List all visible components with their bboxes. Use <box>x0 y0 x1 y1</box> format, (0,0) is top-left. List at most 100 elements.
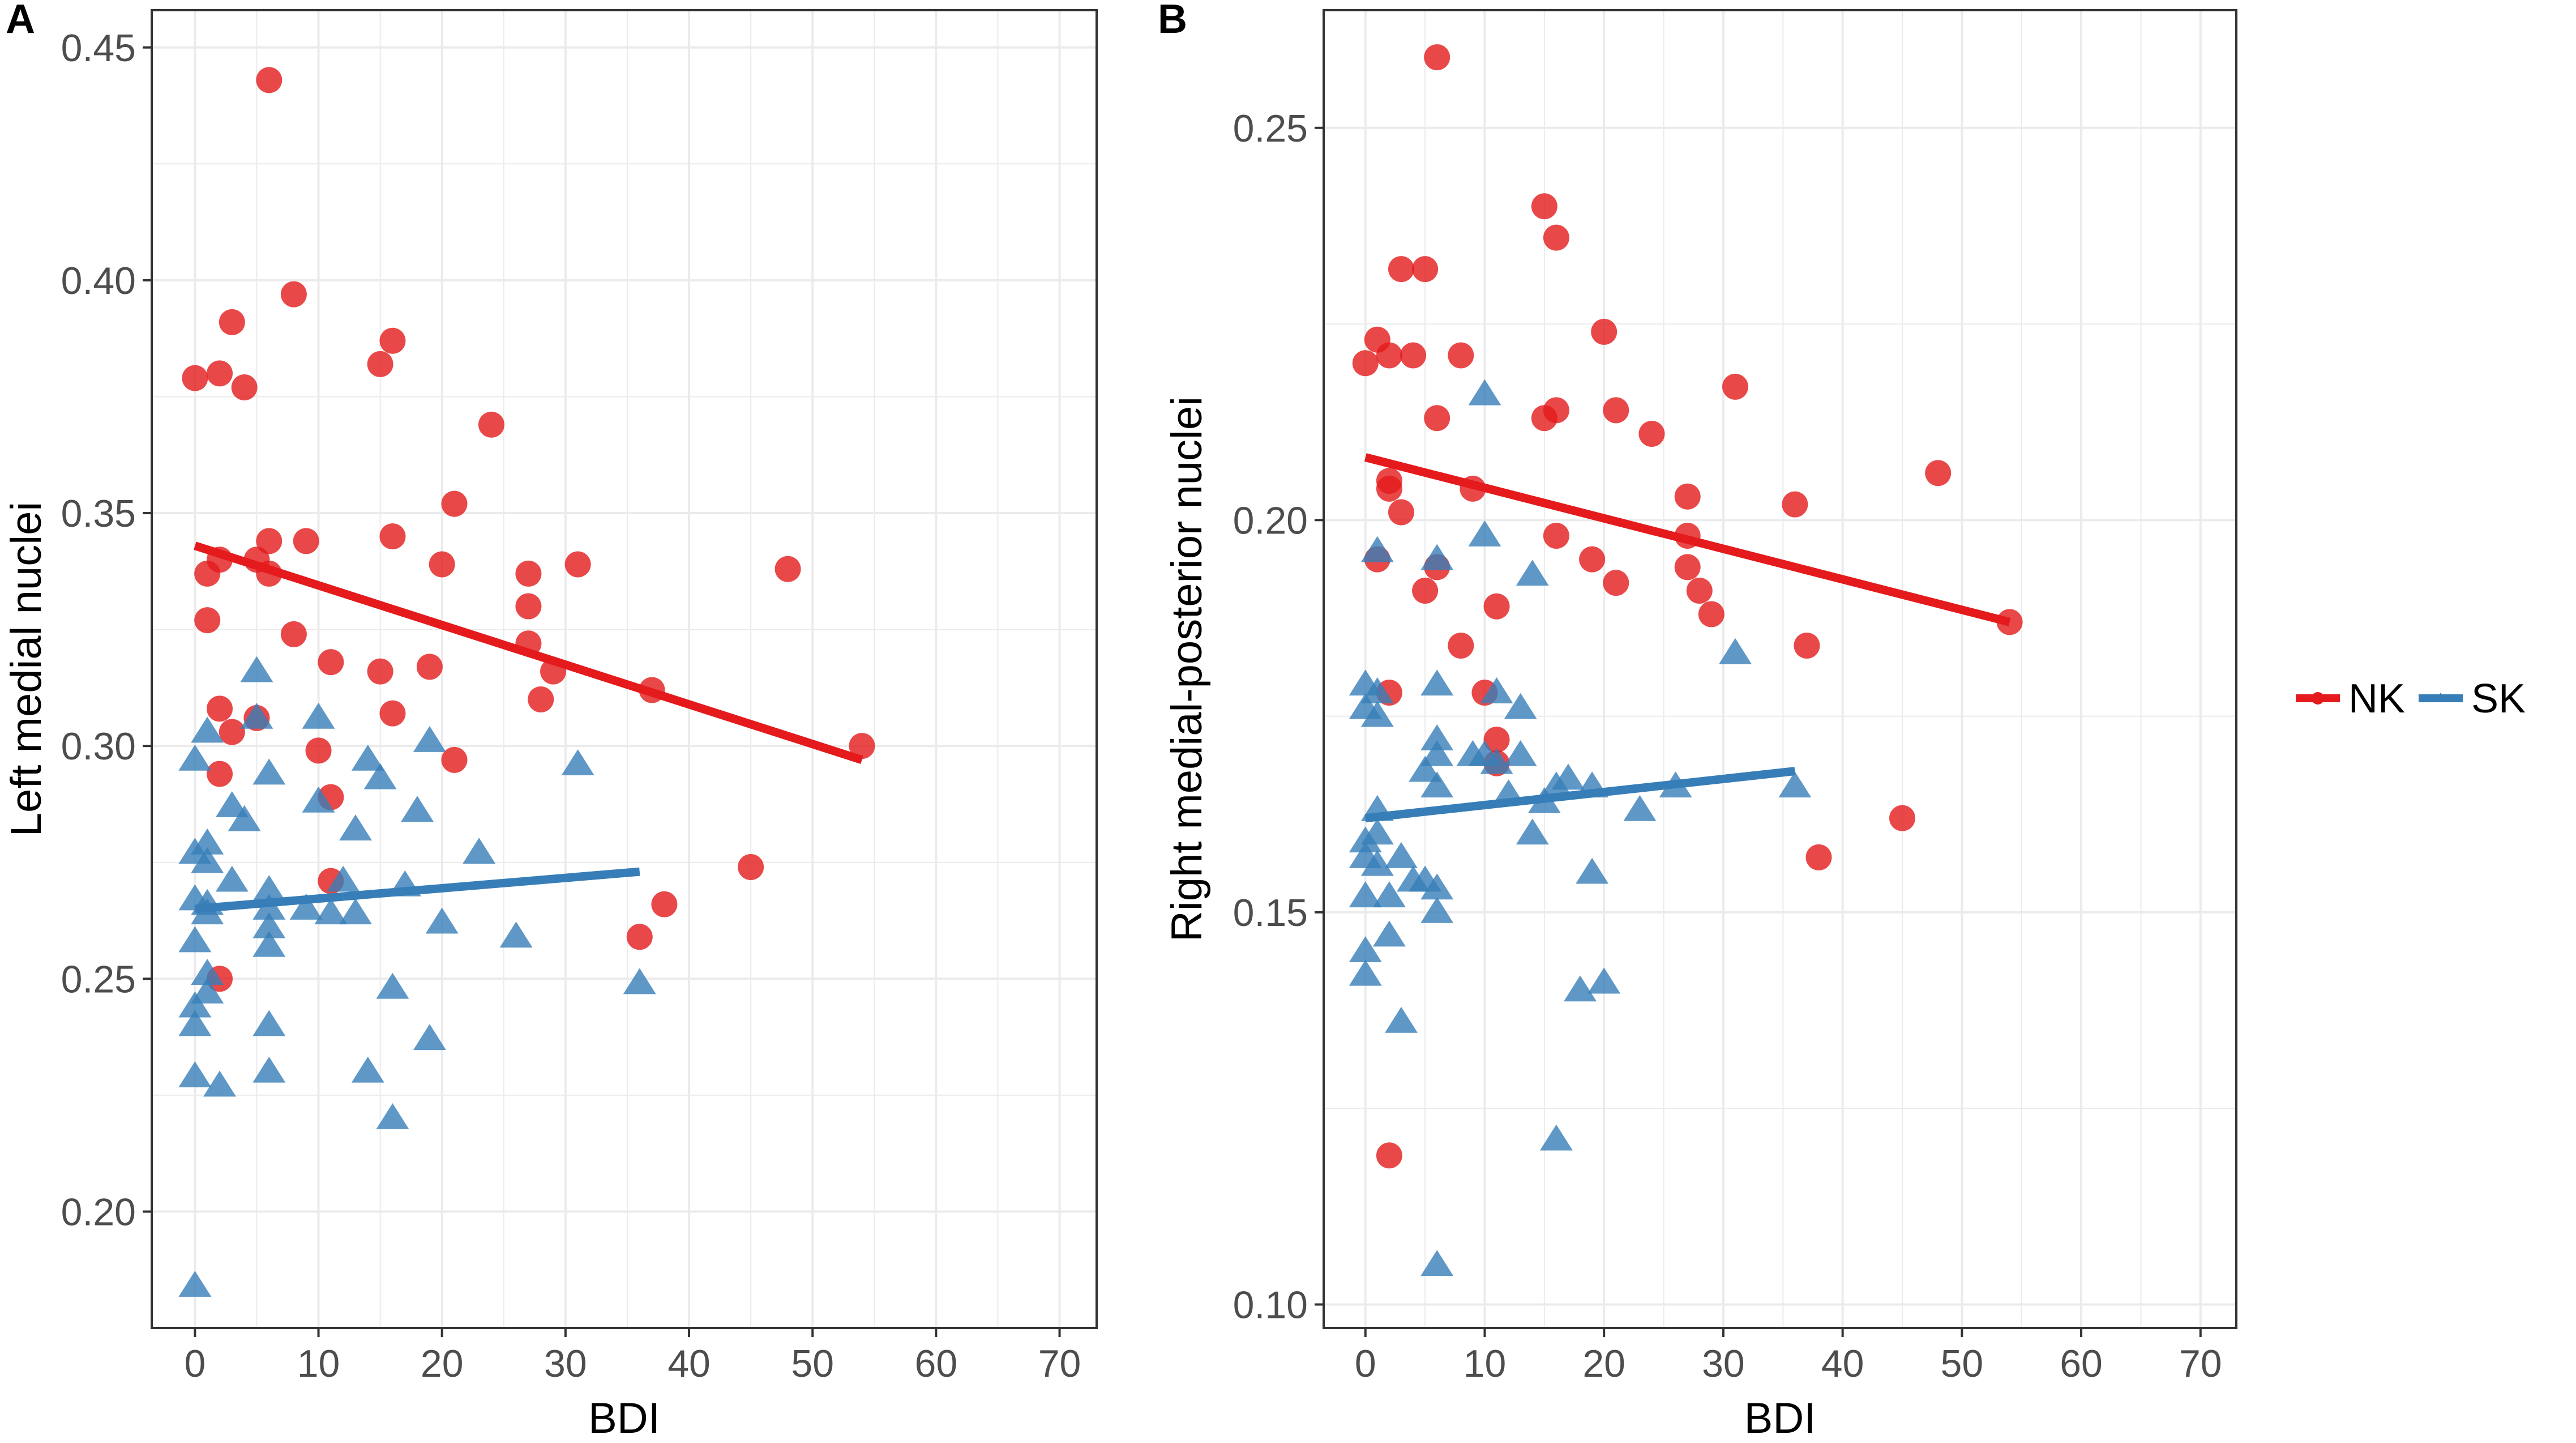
data-point-sk <box>191 977 224 1004</box>
data-point-sk <box>1778 771 1812 798</box>
data-point-sk <box>499 921 533 948</box>
data-point-sk <box>1516 818 1549 845</box>
data-point-nk <box>1674 483 1701 510</box>
data-point-sk <box>376 972 409 999</box>
data-point-nk <box>1448 342 1474 369</box>
y-tick-label: 0.40 <box>61 259 136 302</box>
data-point-nk <box>1543 523 1569 549</box>
panel-b-letter: B <box>1158 0 1187 42</box>
data-point-nk <box>1424 44 1450 71</box>
data-point-sk <box>302 786 335 813</box>
data-point-nk <box>1782 491 1808 518</box>
data-point-sk <box>1480 677 1513 703</box>
data-point-nk <box>738 853 764 880</box>
data-point-nk <box>416 654 443 680</box>
data-point-nk <box>1483 593 1510 620</box>
data-point-nk <box>1638 420 1665 447</box>
data-point-sk <box>1623 795 1657 821</box>
x-tick-label: 40 <box>667 1342 711 1385</box>
data-point-nk <box>256 67 283 93</box>
data-point-sk <box>1480 748 1513 774</box>
data-point-nk <box>231 374 258 401</box>
data-point-nk <box>1376 342 1402 369</box>
data-point-nk <box>1543 397 1569 424</box>
panel-b: B 0.10 0.15 0.20 0.25 0 10 20 30 40 50 60 70 BDI R… <box>1158 0 2237 1442</box>
data-point-nk <box>1412 256 1439 283</box>
y-tick-label: 0.20 <box>1233 499 1308 542</box>
x-tick-label: 70 <box>2179 1342 2222 1385</box>
data-point-sk <box>178 926 212 953</box>
data-point-nk <box>1483 727 1510 753</box>
data-point-sk <box>1718 638 1752 664</box>
data-point-nk <box>305 737 332 764</box>
data-point-nk <box>1388 499 1414 526</box>
data-point-sk <box>1360 677 1394 703</box>
data-point-sk <box>1420 669 1454 696</box>
x-tick-label: 30 <box>544 1342 587 1385</box>
trend-line-nk <box>194 541 863 764</box>
data-point-nk <box>1376 1142 1402 1169</box>
data-point-sk <box>351 744 384 771</box>
data-point-sk <box>1564 975 1597 1002</box>
panel-b-x-tick-labels: 0 10 20 30 40 50 60 70 <box>1355 1328 2222 1385</box>
data-point-sk <box>253 875 286 901</box>
data-point-sk <box>1539 1124 1573 1151</box>
data-point-sk <box>339 814 372 841</box>
data-point-sk <box>240 656 273 682</box>
data-point-nk <box>1674 554 1701 580</box>
data-point-sk <box>1420 771 1454 798</box>
y-tick-label: 0.15 <box>1233 891 1308 934</box>
data-point-nk <box>441 490 468 517</box>
data-point-sk <box>240 702 273 729</box>
panel-a-series-nk <box>182 67 875 992</box>
data-point-nk <box>219 309 245 335</box>
panel-b-x-axis-title: BDI <box>1744 1394 1816 1442</box>
data-point-nk <box>379 327 406 354</box>
panel-a-border <box>151 9 1098 1329</box>
x-tick-label: 70 <box>1038 1342 1081 1385</box>
y-tick-label: 0.35 <box>61 492 136 535</box>
panel-b-border <box>1323 9 2237 1329</box>
y-tick-label: 0.25 <box>61 958 136 1001</box>
y-tick-label: 0.30 <box>61 725 136 768</box>
y-tick-label: 0.20 <box>61 1190 136 1233</box>
data-point-sk <box>1360 701 1394 727</box>
data-point-nk <box>1412 577 1439 604</box>
data-point-nk <box>1603 570 1629 596</box>
x-tick-label: 50 <box>1941 1342 1984 1385</box>
data-point-sk <box>463 838 496 864</box>
data-point-sk <box>1349 881 1382 908</box>
data-point-nk <box>515 560 542 587</box>
x-tick-label: 60 <box>915 1342 958 1385</box>
data-point-nk <box>626 924 653 950</box>
data-point-sk <box>1372 881 1406 908</box>
data-point-nk <box>1388 256 1414 283</box>
data-point-nk <box>651 891 678 917</box>
data-point-sk <box>1420 740 1454 766</box>
data-point-nk <box>182 365 208 391</box>
data-point-sk <box>289 893 323 920</box>
data-point-nk <box>1722 373 1748 400</box>
data-point-nk <box>293 528 319 554</box>
y-tick-label: 0.25 <box>1233 107 1308 150</box>
data-point-sk <box>351 1056 384 1083</box>
panel-b-y-axis-title: Right medial-posterior nuclei <box>1163 396 1211 942</box>
data-point-sk <box>191 847 224 873</box>
data-point-sk <box>413 1024 446 1051</box>
data-point-nk <box>367 658 393 685</box>
data-point-nk <box>1543 224 1569 251</box>
data-point-sk <box>314 898 348 925</box>
data-point-nk <box>280 621 307 647</box>
data-point-sk <box>253 758 286 785</box>
data-point-sk <box>1420 1250 1454 1276</box>
data-point-sk <box>228 805 261 831</box>
legend-nk-marker <box>2312 692 2324 705</box>
data-point-nk <box>1531 193 1557 220</box>
data-point-sk <box>1539 771 1573 798</box>
data-point-nk <box>1591 318 1618 345</box>
data-point-nk <box>379 523 406 550</box>
data-point-sk <box>191 716 224 743</box>
data-point-sk <box>1349 936 1382 963</box>
data-point-sk <box>253 930 286 957</box>
trend-line-nk <box>1364 453 2011 626</box>
